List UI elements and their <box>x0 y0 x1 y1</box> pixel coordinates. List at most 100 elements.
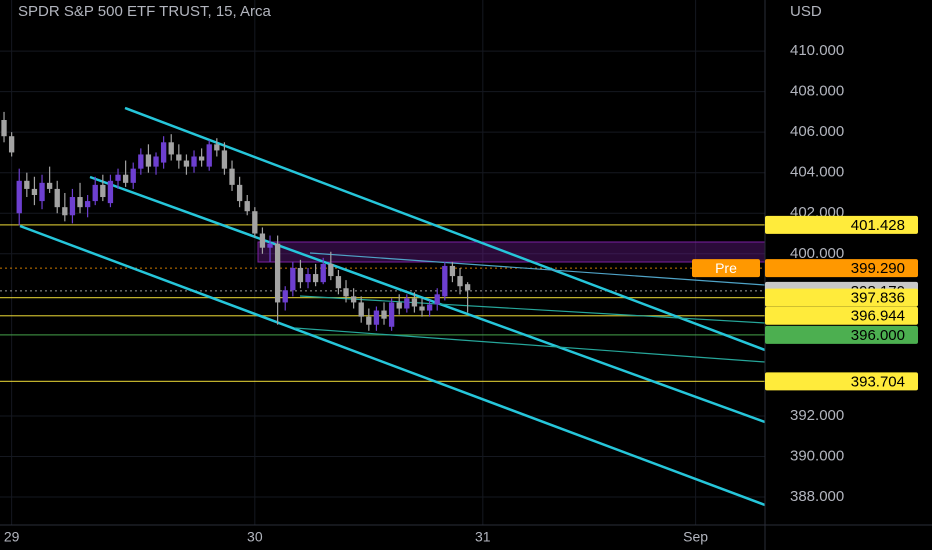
candle-body <box>122 174 129 183</box>
candle-body <box>77 197 83 208</box>
thin-line <box>309 252 766 286</box>
candle-body <box>183 160 190 167</box>
candle-body <box>457 276 463 287</box>
candle-body <box>24 180 30 189</box>
candle-body <box>442 265 448 297</box>
candle-body <box>236 184 243 202</box>
tag-box <box>692 259 760 278</box>
thin-line <box>294 327 766 363</box>
candle-body <box>145 154 152 167</box>
candle-body <box>46 182 53 189</box>
candle-body <box>39 182 45 202</box>
candle-body <box>100 184 106 198</box>
candle-body <box>388 302 395 327</box>
currency: USD <box>790 3 822 20</box>
price-label-box <box>765 306 918 325</box>
price-label: 396.944 <box>851 308 905 325</box>
candle-body <box>153 156 159 167</box>
candle-body <box>404 298 410 309</box>
price-label: 396.000 <box>851 327 905 344</box>
y-tick-label: 410.000 <box>790 42 844 59</box>
candle-body <box>434 294 440 305</box>
candle-body <box>259 233 266 248</box>
candles <box>1 111 471 331</box>
y-tick-label: 404.000 <box>790 164 844 181</box>
grid <box>0 0 765 525</box>
price-label: 393.704 <box>851 373 905 390</box>
candle-body <box>274 243 281 303</box>
candle-body <box>8 136 15 153</box>
price-label-box <box>765 259 918 278</box>
thin-line <box>299 295 766 324</box>
candle-body <box>16 180 22 214</box>
candle-body <box>62 207 68 216</box>
candle-body <box>244 201 250 212</box>
x-tick-label: Sep <box>683 529 708 545</box>
zone <box>257 241 766 263</box>
price-label: 399.290 <box>851 260 905 277</box>
candle-body <box>84 201 91 208</box>
candle-body <box>191 156 197 167</box>
chart-title: SPDR S&P 500 ETF TRUST, 15, Arca <box>18 3 272 20</box>
candle-body <box>449 265 456 277</box>
candle-body <box>130 168 136 183</box>
trend-line <box>19 224 766 507</box>
candle-body <box>282 290 288 303</box>
candle-body <box>221 150 228 169</box>
candle-body <box>176 154 182 161</box>
candle-body <box>138 154 144 169</box>
candle-body <box>69 197 76 216</box>
candle-body <box>396 302 402 309</box>
candle-body <box>419 306 425 311</box>
price-label-box <box>765 215 918 234</box>
candle-body <box>107 180 114 204</box>
candle-body <box>198 156 205 161</box>
candle-body <box>229 168 235 185</box>
candle-body <box>267 243 273 248</box>
candle-body <box>214 144 220 151</box>
y-tick-label: 406.000 <box>790 123 844 140</box>
price-label-box <box>765 325 918 344</box>
candle-body <box>464 284 471 291</box>
candle-body <box>31 188 38 195</box>
thin-lines <box>294 252 766 363</box>
candle-body <box>168 142 174 155</box>
trend-line <box>124 106 766 352</box>
candle-body <box>335 276 342 289</box>
price-label-box <box>765 288 918 307</box>
candle-body <box>206 144 212 167</box>
candle-body <box>252 211 258 234</box>
tag-label: Pre <box>715 260 737 276</box>
trend-lines <box>19 106 766 507</box>
candle-body <box>160 142 167 163</box>
candle-body <box>411 298 418 307</box>
candle-body <box>426 304 433 311</box>
candle-body <box>358 302 364 317</box>
candle-body <box>115 174 121 181</box>
candle-body <box>92 184 98 202</box>
candle-body <box>320 263 326 283</box>
candle-body <box>312 274 319 283</box>
y-tick-label: 390.000 <box>790 447 844 464</box>
candle-body <box>328 263 334 277</box>
y-tick-label: 392.000 <box>790 407 844 424</box>
candle-body <box>350 296 357 303</box>
candle-body <box>297 267 304 283</box>
x-tick-label: 30 <box>247 529 263 545</box>
price-label: 401.428 <box>851 217 905 234</box>
candle-body <box>373 310 380 325</box>
x-tick-label: 29 <box>4 529 20 545</box>
candle-body <box>290 267 296 291</box>
y-tick-label: 400.000 <box>790 245 844 262</box>
candle-body <box>54 188 60 208</box>
y-tick-label: 388.000 <box>790 488 844 505</box>
candle-body <box>1 120 7 137</box>
candle-body <box>366 316 372 325</box>
trend-line <box>89 175 766 424</box>
y-tick-label: 408.000 <box>790 83 844 100</box>
candle-body <box>381 310 387 319</box>
price-label: 397.836 <box>851 290 905 307</box>
candle-body <box>343 288 349 297</box>
